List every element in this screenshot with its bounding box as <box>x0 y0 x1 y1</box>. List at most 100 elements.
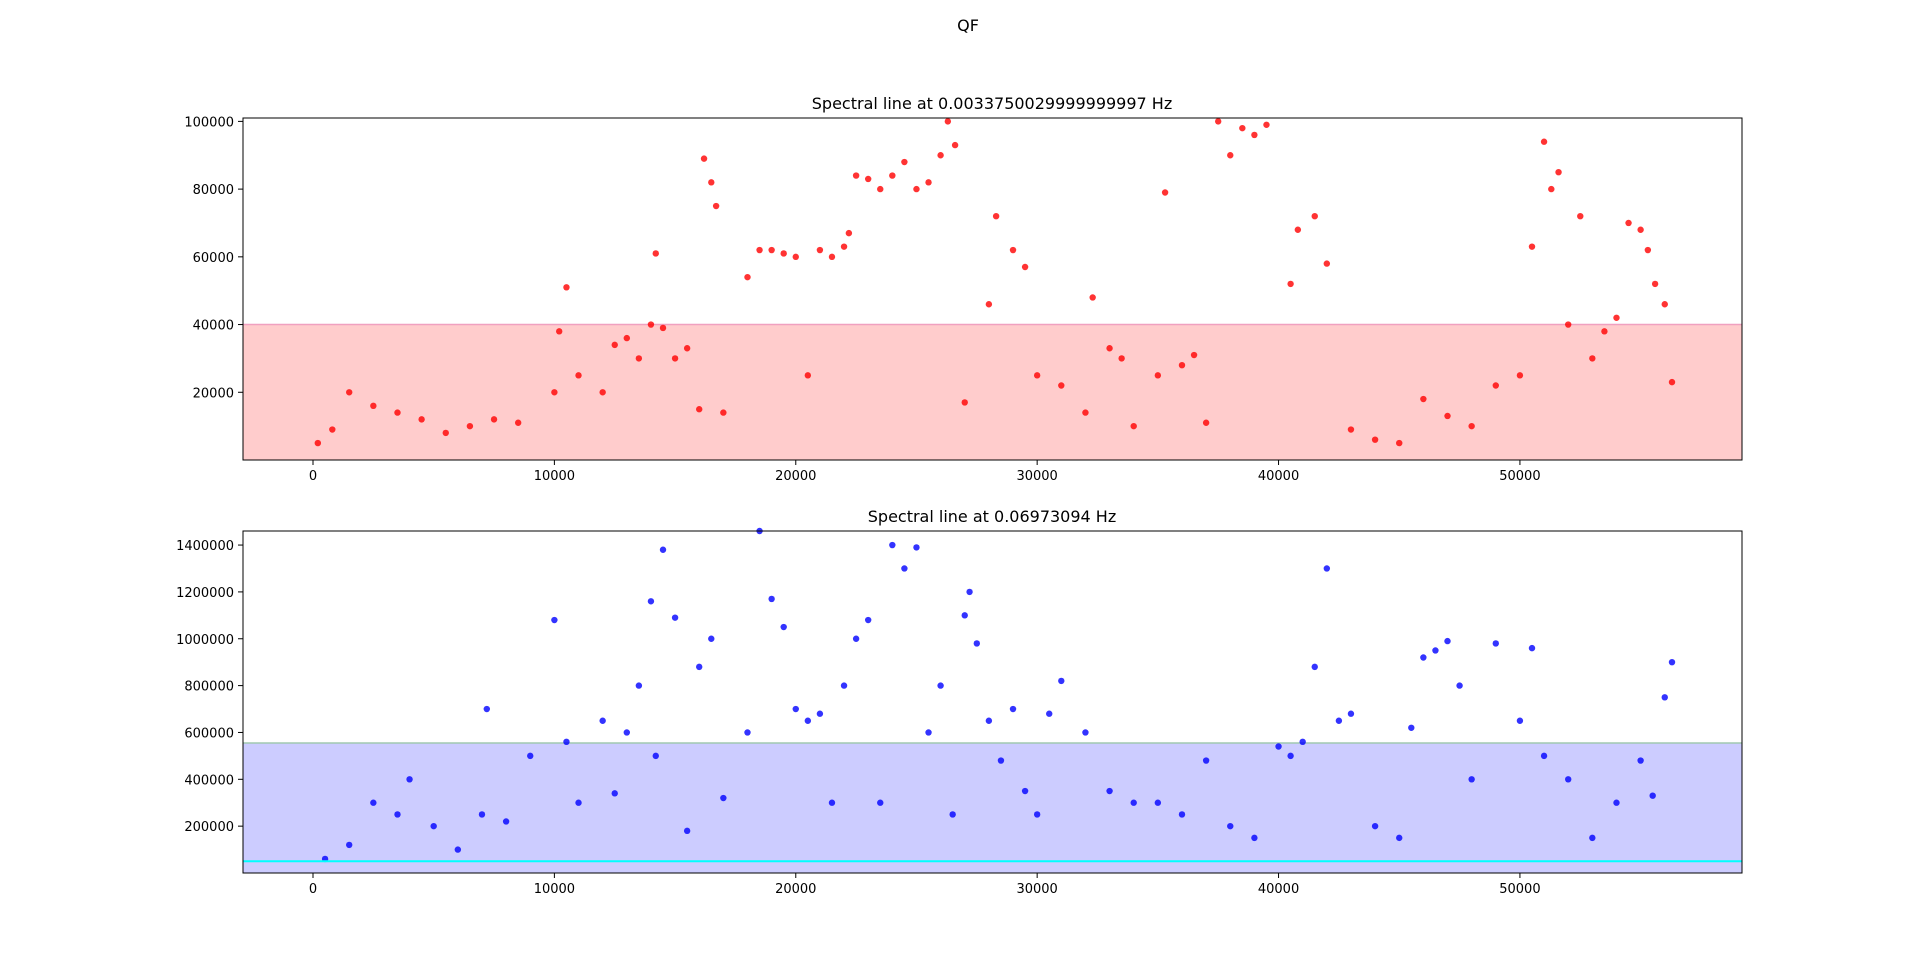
data-point <box>346 841 353 849</box>
data-point <box>1130 799 1137 806</box>
data-point <box>346 389 353 396</box>
data-point <box>1432 647 1439 654</box>
data-point <box>1058 677 1065 685</box>
data-point <box>951 141 959 149</box>
data-point <box>1275 743 1282 750</box>
data-point <box>1214 118 1222 125</box>
y-tick-label: 20000 <box>193 386 234 401</box>
data-point <box>708 635 715 642</box>
data-point <box>599 389 606 396</box>
x-tick-label: 50000 <box>1499 469 1540 484</box>
data-point <box>840 682 848 689</box>
data-point <box>1251 834 1258 842</box>
y-tick-label: 600000 <box>184 726 234 741</box>
data-point <box>804 372 812 379</box>
data-point <box>659 546 667 553</box>
x-tick-label: 30000 <box>1016 469 1057 484</box>
data-point <box>1227 152 1234 159</box>
data-point <box>845 229 853 237</box>
data-point <box>1613 799 1620 806</box>
data-point <box>1528 644 1536 652</box>
data-point <box>852 635 860 642</box>
y-tick-label: 400000 <box>184 773 234 788</box>
data-point <box>901 565 908 572</box>
data-point <box>1347 426 1355 433</box>
data-point <box>864 616 872 624</box>
data-point <box>1058 382 1065 389</box>
data-point <box>1528 243 1536 250</box>
data-point <box>454 846 462 853</box>
data-point <box>1089 294 1096 301</box>
subplot-title: Spectral line at 0.0033750029999999997 H… <box>812 94 1172 113</box>
data-point <box>652 250 659 257</box>
data-point <box>768 595 775 603</box>
data-point <box>483 705 490 713</box>
data-point <box>611 790 618 797</box>
data-point <box>394 811 401 818</box>
x-tick-label: 20000 <box>775 882 816 897</box>
data-point <box>514 419 522 426</box>
data-point <box>1468 422 1475 430</box>
data-point <box>370 799 377 806</box>
plot-frame <box>242 530 1743 874</box>
threshold-band <box>243 324 1742 460</box>
data-point <box>768 246 775 254</box>
data-point <box>671 355 679 362</box>
y-tick-label: 1000000 <box>176 633 234 648</box>
data-point <box>780 623 787 631</box>
data-point <box>1589 834 1596 842</box>
y-tick-label: 60000 <box>193 251 234 266</box>
data-point <box>647 598 655 605</box>
plot-frame <box>242 117 1743 461</box>
data-point <box>1130 422 1137 430</box>
data-point <box>1668 378 1676 386</box>
data-point <box>985 301 993 308</box>
data-point <box>712 202 720 210</box>
data-point <box>611 341 618 349</box>
data-point <box>828 253 836 261</box>
data-point <box>1625 219 1632 227</box>
data-point <box>1613 314 1620 321</box>
data-point <box>647 321 655 328</box>
data-point <box>1565 321 1572 328</box>
x-tick-label: 40000 <box>1258 882 1299 897</box>
data-point <box>1540 752 1548 760</box>
x-tick-label: 50000 <box>1499 882 1540 897</box>
data-point <box>1178 811 1186 818</box>
data-point <box>527 752 534 760</box>
data-point <box>985 717 993 724</box>
data-point <box>1540 138 1548 145</box>
data-point <box>1516 372 1524 379</box>
data-point <box>1420 654 1427 661</box>
y-tick-label: 40000 <box>193 319 234 334</box>
data-point <box>1009 246 1017 254</box>
data-point <box>556 328 563 335</box>
data-point <box>756 246 763 254</box>
data-point <box>1661 694 1668 701</box>
data-point <box>1021 787 1029 795</box>
data-point <box>466 422 474 430</box>
data-point <box>329 426 336 433</box>
x-tick-label: 30000 <box>1016 882 1057 897</box>
data-point <box>925 179 932 186</box>
data-point <box>1492 640 1499 647</box>
data-point <box>563 738 570 746</box>
data-point <box>551 616 558 624</box>
data-point <box>877 799 884 806</box>
data-point <box>997 757 1005 764</box>
data-point <box>1444 637 1451 645</box>
x-tick-label: 10000 <box>534 882 575 897</box>
data-point <box>913 544 920 551</box>
x-tick-label: 20000 <box>775 469 816 484</box>
data-point <box>563 284 570 291</box>
data-point <box>992 212 1000 220</box>
data-point <box>1637 757 1644 764</box>
data-point <box>816 710 824 717</box>
data-point <box>1046 710 1053 717</box>
data-point <box>1311 212 1318 220</box>
data-point <box>913 185 920 193</box>
figure-suptitle: QF <box>957 16 979 35</box>
data-point <box>889 172 896 179</box>
y-tick-label: 1400000 <box>176 539 234 554</box>
data-point <box>949 811 956 818</box>
